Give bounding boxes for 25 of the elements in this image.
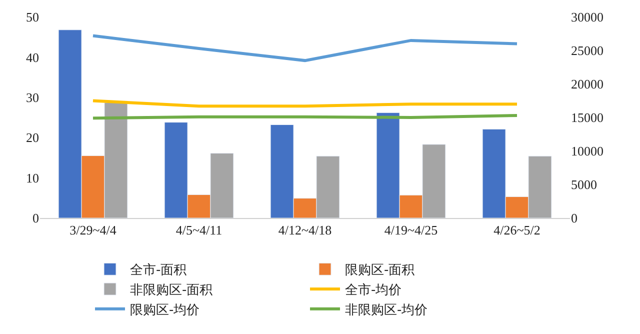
y-tick-label: 50	[26, 10, 39, 25]
y2-tick-label: 15000	[571, 110, 604, 126]
x-tick-label: 4/19~4/25	[384, 222, 438, 238]
legend-label: 非限购区-均价	[345, 303, 428, 318]
x-tick-label: 4/26~5/2	[494, 222, 540, 238]
y-tick-label: 20	[26, 130, 39, 146]
legend-label: 限购区-均价	[130, 303, 200, 318]
y-tick-label: 30	[26, 90, 39, 105]
legend-label: 非限购区-面积	[130, 283, 213, 298]
legend-label: 全市-面积	[130, 263, 187, 278]
legend-label: 全市-均价	[345, 283, 402, 298]
y-tick-label: 0	[32, 210, 39, 226]
y2-tick-label: 5000	[571, 177, 597, 192]
y-tick-label: 40	[26, 50, 39, 65]
x-tick-label: 3/29~4/4	[70, 222, 117, 238]
y2-tick-label: 30000	[571, 10, 604, 25]
y2-tick-label: 25000	[571, 43, 604, 58]
x-tick-label: 4/12~4/18	[278, 222, 332, 238]
y2-tick-label: 10000	[571, 144, 604, 159]
y-tick-label: 10	[26, 170, 39, 186]
y2-tick-label: 20000	[571, 76, 604, 92]
y2-tick-label: 0	[571, 210, 578, 226]
legend-label: 限购区-面积	[345, 263, 415, 278]
x-tick-label: 4/5~4/11	[176, 222, 222, 238]
line-series	[92, 34, 518, 62]
